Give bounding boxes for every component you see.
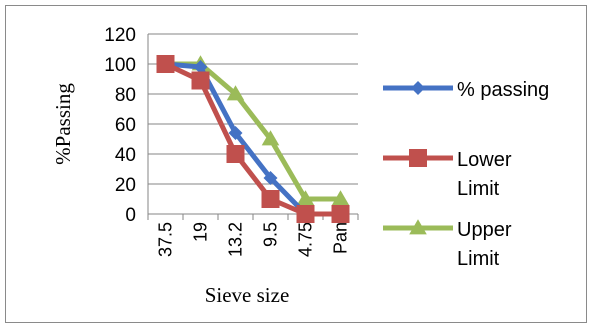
y-tick-label: 0 — [125, 205, 136, 226]
y-tick-labels: 0 20 40 60 80 100 120 — [104, 25, 136, 226]
square-marker — [226, 145, 245, 163]
triangle-marker — [261, 130, 280, 146]
series — [156, 55, 350, 223]
gridlines — [148, 33, 358, 185]
legend-entry: % passing — [383, 79, 549, 101]
legend-label: Upper — [457, 219, 512, 241]
chart-area — [5, 5, 587, 323]
x-tick-label: 13.2 — [226, 222, 246, 257]
square-marker — [156, 55, 175, 73]
triangle-marker — [296, 190, 315, 206]
y-tick-label: 20 — [115, 175, 136, 196]
series-upper-limit — [156, 55, 350, 206]
legend-entry: Upper Limit — [383, 219, 512, 270]
y-axis-title: %Passing — [51, 83, 75, 165]
legend: % passing Lower Limit Upper Limit — [383, 79, 549, 270]
diamond-marker — [193, 60, 208, 74]
x-tick-label: 19 — [191, 222, 211, 242]
diamond-marker — [228, 126, 243, 140]
square-marker — [191, 71, 210, 90]
y-tick-label: 80 — [115, 85, 136, 106]
x-tick-label: 4.75 — [296, 222, 316, 257]
diamond-marker — [411, 81, 425, 95]
square-marker — [331, 205, 350, 223]
y-tick-label: 60 — [115, 115, 136, 136]
x-tick-label: Pan — [331, 222, 351, 254]
x-axis-title: Sieve size — [205, 283, 290, 307]
x-tick-labels: 37.5 19 13.2 9.5 4.75 Pan — [156, 222, 351, 257]
square-marker — [296, 205, 315, 223]
x-tick-label: 37.5 — [156, 222, 176, 257]
legend-label: Limit — [457, 178, 500, 200]
triangle-marker — [409, 219, 427, 235]
square-marker — [409, 149, 427, 167]
legend-label: % passing — [457, 79, 549, 101]
legend-entry: Lower Limit — [383, 149, 512, 200]
legend-label: Lower — [457, 149, 512, 171]
series-lower-limit — [156, 55, 350, 223]
triangle-marker — [331, 190, 350, 206]
square-marker — [261, 190, 280, 208]
diamond-marker — [263, 171, 278, 185]
triangle-marker — [226, 85, 245, 101]
x-tick-label: 9.5 — [261, 222, 281, 247]
y-tick-label: 100 — [104, 55, 136, 76]
y-tick-label: 120 — [104, 25, 136, 46]
series-passing — [158, 57, 348, 221]
legend-label: Limit — [457, 248, 500, 270]
y-tick-label: 40 — [115, 145, 136, 166]
